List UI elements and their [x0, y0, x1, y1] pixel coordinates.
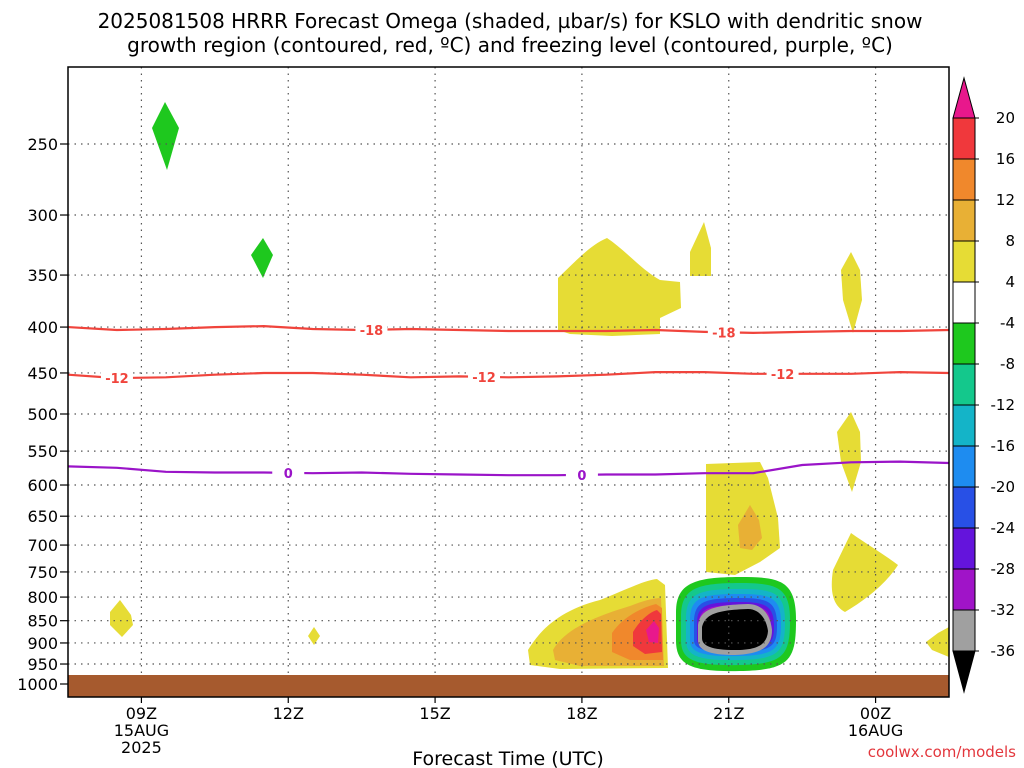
omega-region-yellow-13z: [308, 627, 320, 645]
colorbar-arrow-bottom: [952, 650, 976, 694]
contour-line-2: [67, 460, 950, 477]
colorbar-label-2: 12: [996, 191, 1015, 209]
x-tick-label-12Z: 12Z: [273, 704, 304, 723]
colorbar-label-10: -24: [991, 519, 1016, 537]
x-tick-sublabel-2025: 2025: [121, 738, 162, 757]
y-axis-ticks: 250 300 350 400 450 500 550 600 650 700 750 800 850 9…: [17, 135, 68, 694]
colorbar-label-9: -20: [991, 478, 1016, 496]
x-axis-label: Forecast Time (UTC): [412, 748, 603, 768]
colorbar-segment-4: [952, 281, 976, 324]
y-tick-label-750: 750: [27, 563, 58, 582]
colorbar-segment-1: [952, 158, 976, 201]
colorbar-segment-5: [952, 322, 976, 365]
omega-region-black-core: [702, 609, 768, 650]
y-tick-label-600: 600: [27, 476, 58, 495]
colorbar-segment-0: [952, 117, 976, 160]
omega-region-yellow-18z: [558, 238, 681, 336]
omega-region-yellow-21z-upper: [690, 222, 711, 276]
colorbar-segment-12: [952, 609, 976, 652]
x-tick-sublabel-15aug: 15AUG: [114, 721, 169, 740]
y-tick-label-950: 950: [27, 655, 58, 674]
colorbar-segment-6: [952, 363, 976, 406]
y-tick-label-400: 400: [27, 318, 58, 337]
colorbar-label-4: 4: [1005, 273, 1015, 291]
contour-lines: -18 -18 -12 -12 -12 0 0: [67, 321, 950, 484]
colorbar-label-5: -4: [1000, 314, 1015, 332]
y-tick-label-900: 900: [27, 634, 58, 653]
colorbar-label-3: 8: [1005, 232, 1015, 250]
omega-region-green-upper: [152, 102, 179, 170]
omega-region-yellow-00z-upper: [841, 252, 862, 333]
contour-label-bg-2-0: [272, 464, 305, 481]
contour-label-bg-0-1: [707, 324, 740, 341]
contour-label-0-1: -18: [712, 326, 736, 341]
contour-line-0: [67, 325, 950, 334]
plot-frame: [67, 66, 950, 698]
colorbar-segment-8: [952, 445, 976, 488]
contour-label-2-1: 0: [577, 469, 586, 484]
y-tick-label-700: 700: [27, 536, 58, 555]
x-tick-label-15Z: 15Z: [419, 704, 450, 723]
y-tick-label-800: 800: [27, 588, 58, 607]
colorbar-label-6: -8: [1000, 355, 1015, 373]
contour-label-bg-1-2: [766, 365, 799, 382]
omega-region-yellow-00z-mid: [837, 412, 861, 492]
omega-region-magenta-core: [646, 621, 659, 643]
omega-region-green-mid: [251, 238, 273, 278]
contour-label-bg-0-0: [355, 321, 388, 338]
y-tick-label-350: 350: [27, 266, 58, 285]
colorbar-arrow-top: [952, 76, 976, 119]
x-tick-label-21Z: 21Z: [713, 704, 744, 723]
omega-shading: [110, 102, 949, 672]
colorbar-label-12: -32: [991, 601, 1016, 619]
contour-label-bg-2-1: [565, 466, 598, 483]
contour-line-1: [67, 371, 950, 380]
credit-text: coolwx.com/models: [868, 743, 1016, 761]
contour-label-1-2: -12: [771, 368, 795, 383]
contour-label-1-1: -12: [472, 371, 496, 386]
contour-label-1-0: -12: [105, 372, 129, 387]
omega-region-yellow-right-edge: [926, 627, 949, 657]
colorbar: 20 16 12 8 4 -4 -8 -12 -16 -20 -24 -28 -32 -36: [952, 76, 1016, 694]
contour-label-bg-1-1: [468, 368, 501, 385]
contour-label-bg-1-0: [100, 370, 133, 387]
y-tick-label-450: 450: [27, 364, 58, 383]
colorbar-segment-10: [952, 527, 976, 570]
colorbar-label-11: -28: [991, 560, 1016, 578]
chart-title-line-2: growth region (contoured, red, ºC) and f…: [127, 33, 893, 57]
ground-band: [68, 675, 949, 697]
plot-background: [68, 67, 949, 697]
y-tick-label-650: 650: [27, 507, 58, 526]
colorbar-label-1: 16: [996, 150, 1015, 168]
y-tick-label-550: 550: [27, 442, 58, 461]
contour-label-0-0: -18: [360, 324, 384, 339]
x-tick-sublabel-16aug: 16AUG: [848, 721, 903, 740]
colorbar-label-7: -12: [991, 396, 1016, 414]
plot-area: -18 -18 -12 -12 -12 0 0: [67, 66, 950, 698]
y-tick-label-500: 500: [27, 405, 58, 424]
colorbar-label-13: -36: [991, 642, 1016, 660]
y-tick-label-1000: 1000: [17, 675, 58, 694]
colorbar-segment-9: [952, 486, 976, 529]
colorbar-label-8: -16: [991, 437, 1016, 455]
y-tick-label-250: 250: [27, 135, 58, 154]
colorbar-segment-2: [952, 199, 976, 242]
colorbar-label-0: 20: [996, 109, 1015, 127]
y-tick-label-850: 850: [27, 612, 58, 631]
omega-region-yellow-09z: [110, 600, 133, 637]
colorbar-segment-11: [952, 568, 976, 611]
omega-region-yellow-00z-lower: [831, 533, 898, 612]
contour-label-2-0: 0: [284, 467, 293, 482]
y-tick-label-300: 300: [27, 206, 58, 225]
chart-title-line-1: 2025081508 HRRR Forecast Omega (shaded, …: [98, 9, 923, 33]
colorbar-segment-3: [952, 240, 976, 283]
x-tick-label-18Z: 18Z: [566, 704, 597, 723]
colorbar-segment-7: [952, 404, 976, 447]
x-tick-label-00Z: 00Z: [860, 704, 891, 723]
x-tick-label-09Z: 09Z: [126, 704, 157, 723]
